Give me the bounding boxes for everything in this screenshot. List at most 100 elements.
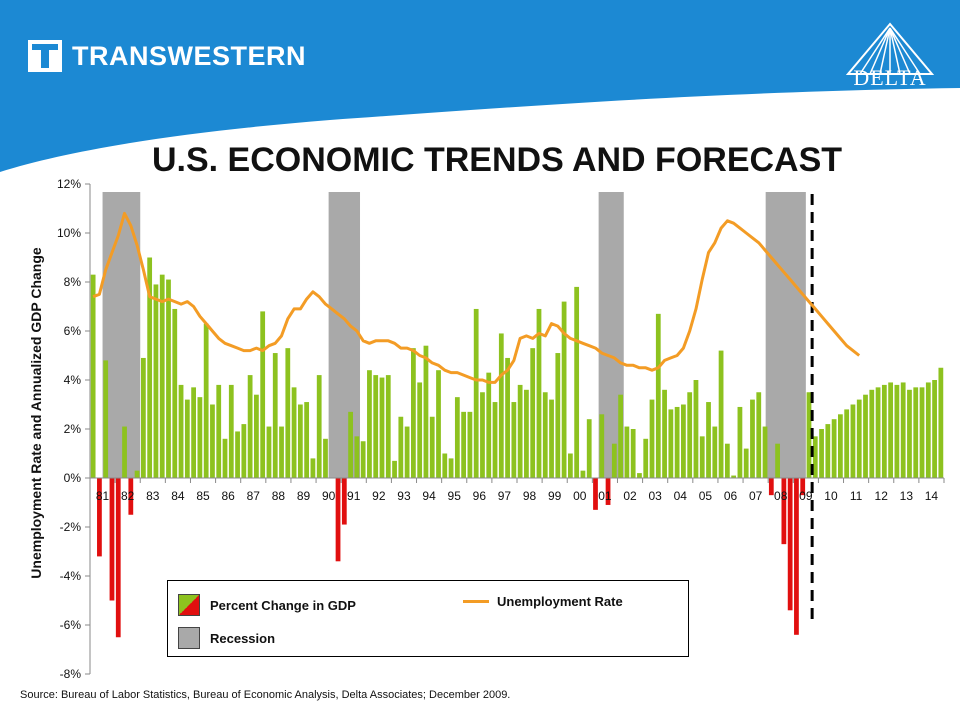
x-tick-label: 95 [448,489,462,503]
gdp-bar-114 [806,392,812,478]
gdp-bar-115 [812,436,818,478]
x-tick-label: 99 [548,489,562,503]
legend-item-gdp: Percent Change in GDP [178,594,356,616]
x-tick-label: 09 [799,489,813,503]
gdp-bar-111 [787,478,793,611]
gdp-bar-14 [178,384,184,478]
gdp-bar-107 [762,426,768,478]
x-tick-label: 04 [674,489,688,503]
y-tick-label: 10% [57,226,81,240]
gdp-bar-121 [850,404,856,478]
x-tick-label: 92 [372,489,386,503]
unemployment-line [92,211,861,384]
gdp-bar-71 [536,308,542,478]
gdp-bar-36 [316,375,322,478]
y-tick-label: 2% [64,422,82,436]
gdp-bar-0 [90,274,96,478]
gdp-bar-60 [467,411,473,478]
gdp-bar-10 [153,284,159,478]
x-tick-label: 84 [171,489,185,503]
gdp-bar-59 [461,411,467,478]
gdp-bar-57 [448,458,454,478]
gdp-bar-129 [900,382,906,478]
gdp-bar-4 [115,478,121,638]
x-tick-label: 01 [598,489,612,503]
gdp-bar-3 [109,478,115,601]
gdp-bar-62 [480,392,485,478]
gdp-bar-109 [775,443,780,478]
gdp-swatch-icon [178,594,200,616]
x-tick-label: 83 [146,489,160,503]
gdp-bar-37 [323,438,328,478]
x-tick-label: 82 [121,489,135,503]
gdp-bar-64 [492,402,498,478]
x-tick-label: 00 [573,489,587,503]
recession-band-3 [765,192,806,478]
x-tick-label: 05 [699,489,713,503]
x-tick-label: 13 [900,489,914,503]
gdp-bar-83 [611,443,617,478]
gdp-bar-12 [166,279,171,478]
gdp-bar-95 [687,392,693,478]
y-tick-label: -2% [60,520,82,534]
gdp-bar-84 [618,394,623,478]
gdp-bar-23 [235,431,240,478]
gdp-bar-127 [888,382,894,478]
gdp-bar-75 [561,301,567,478]
gdp-bar-52 [417,382,423,478]
gdp-bar-70 [530,348,536,478]
gdp-bar-31 [285,348,291,478]
gdp-bar-106 [756,392,762,478]
x-tick-label: 91 [347,489,361,503]
gdp-bar-50 [404,426,410,478]
gdp-bar-82 [605,478,611,505]
gdp-bar-49 [398,416,404,478]
x-tick-label: 88 [272,489,286,503]
gdp-bar-8 [140,357,146,478]
gdp-bar-100 [718,350,724,478]
gdp-bar-26 [254,394,259,478]
gdp-bar-18 [203,323,209,478]
gdp-bar-89 [649,399,655,478]
recession-band-1 [328,192,361,478]
gdp-bar-21 [222,438,228,478]
legend-label-recession: Recession [210,630,276,646]
gdp-bar-79 [586,419,592,478]
gdp-bar-132 [919,387,925,478]
x-tick-label: 98 [523,489,537,503]
gdp-bar-7 [134,470,140,478]
x-tick-label: 03 [648,489,662,503]
gdp-bar-43 [360,441,366,478]
gdp-bar-61 [473,308,479,478]
gdp-bar-68 [517,384,523,478]
gdp-bar-33 [297,404,303,478]
gdp-bar-42 [354,436,360,478]
source-note: Source: Bureau of Labor Statistics, Bure… [20,689,511,701]
gdp-bar-56 [442,453,448,478]
gdp-bar-55 [436,370,441,478]
gdp-bar-102 [731,475,737,478]
gdp-bar-112 [794,478,799,635]
gdp-bar-99 [712,426,718,478]
y-tick-label: 12% [57,177,81,191]
gdp-bar-28 [266,426,272,478]
y-tick-label: 4% [64,373,82,387]
gdp-bar-5 [122,426,127,478]
gdp-bar-45 [373,375,379,478]
x-tick-label: 08 [774,489,788,503]
legend-label-unemployment: Unemployment Rate [497,594,623,609]
gdp-bar-32 [291,387,297,478]
gdp-bar-90 [655,313,661,478]
gdp-bar-35 [310,458,316,478]
y-tick-label: -8% [60,667,82,681]
gdp-bar-6 [128,478,134,515]
gdp-bar-117 [825,424,831,478]
recession-swatch-icon [178,627,200,649]
gdp-bar-15 [184,399,190,478]
x-tick-label: 86 [221,489,235,503]
gdp-bar-87 [637,473,642,478]
y-tick-label: 6% [64,324,82,338]
x-tick-label: 94 [422,489,436,503]
gdp-bar-11 [159,274,165,478]
x-tick-label: 87 [247,489,261,503]
